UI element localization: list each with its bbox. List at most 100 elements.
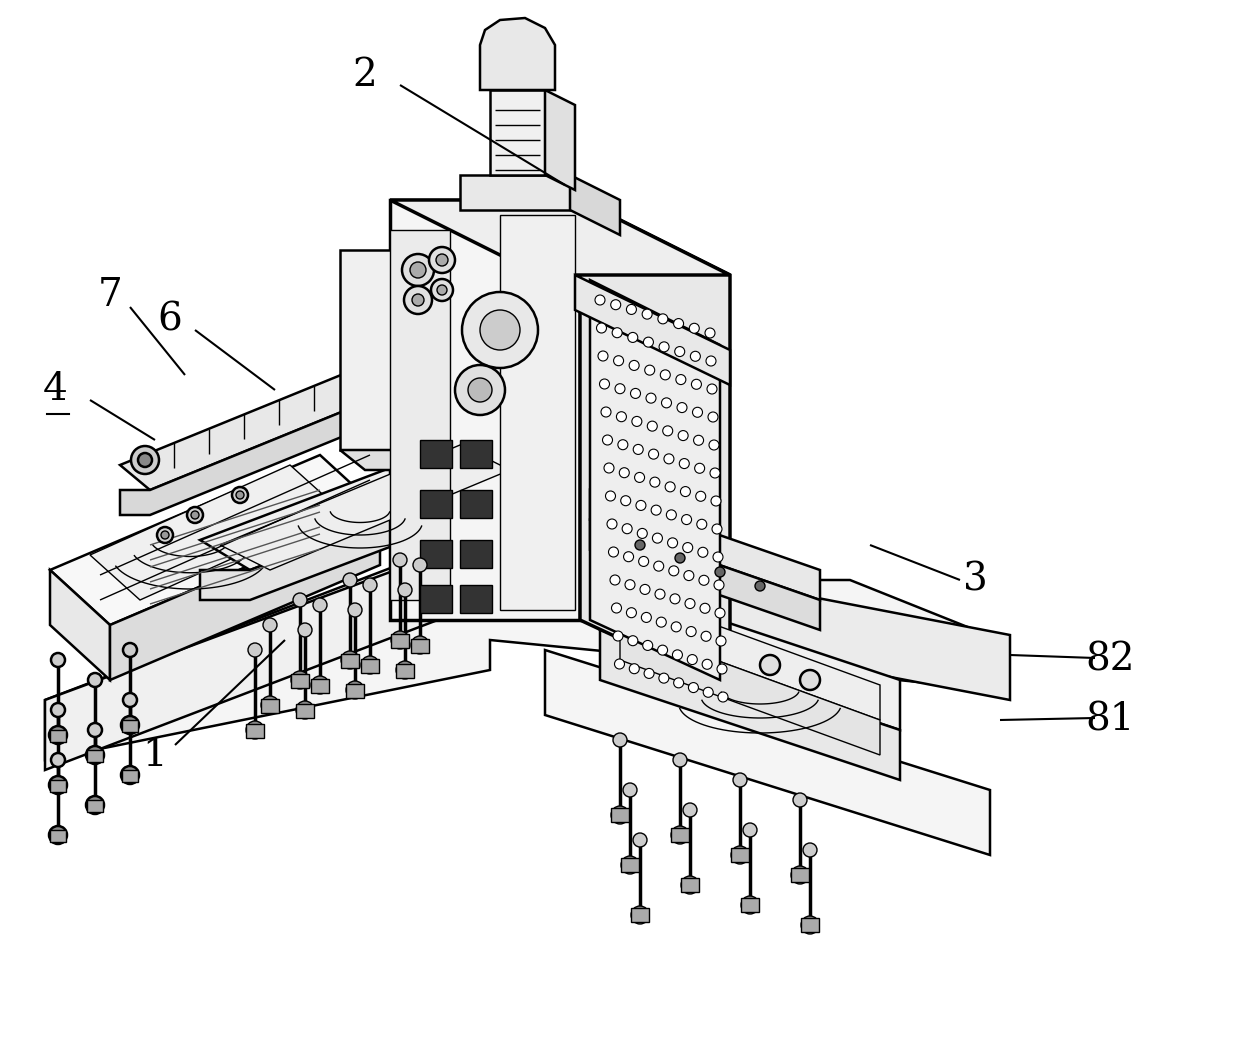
Bar: [122, 770, 138, 782]
Polygon shape: [490, 535, 1011, 700]
Circle shape: [693, 436, 703, 445]
Bar: [420, 490, 453, 518]
Circle shape: [639, 556, 649, 567]
Polygon shape: [590, 280, 720, 680]
Polygon shape: [480, 18, 556, 90]
Circle shape: [701, 631, 711, 641]
Circle shape: [677, 402, 687, 413]
Circle shape: [800, 670, 820, 690]
Circle shape: [732, 846, 749, 864]
Bar: [621, 858, 639, 872]
Circle shape: [683, 803, 697, 817]
Bar: [50, 830, 66, 842]
Circle shape: [709, 440, 719, 450]
Circle shape: [641, 613, 651, 622]
Circle shape: [675, 347, 684, 356]
Circle shape: [714, 580, 724, 590]
Circle shape: [701, 603, 711, 614]
Circle shape: [627, 636, 637, 646]
Circle shape: [363, 578, 377, 592]
Circle shape: [694, 464, 704, 473]
Circle shape: [604, 463, 614, 473]
Circle shape: [605, 491, 615, 501]
Text: 81: 81: [1085, 701, 1135, 739]
Polygon shape: [590, 520, 820, 630]
Circle shape: [232, 487, 248, 503]
Circle shape: [707, 384, 717, 394]
Circle shape: [636, 500, 646, 511]
Circle shape: [611, 807, 629, 824]
Circle shape: [348, 603, 362, 617]
Bar: [631, 908, 649, 922]
Bar: [420, 540, 453, 568]
Circle shape: [644, 668, 653, 678]
Circle shape: [657, 645, 667, 655]
Circle shape: [649, 449, 658, 460]
Bar: [291, 674, 309, 688]
Bar: [87, 750, 103, 762]
Polygon shape: [391, 230, 450, 600]
Polygon shape: [620, 625, 880, 755]
Circle shape: [676, 374, 686, 384]
Circle shape: [632, 833, 647, 847]
Text: 4: 4: [42, 372, 67, 408]
Circle shape: [794, 793, 807, 807]
Polygon shape: [570, 175, 620, 235]
Circle shape: [706, 356, 715, 366]
Circle shape: [621, 855, 639, 874]
Bar: [391, 634, 409, 648]
Polygon shape: [340, 250, 396, 450]
Polygon shape: [580, 200, 730, 690]
Polygon shape: [200, 430, 539, 570]
Circle shape: [702, 660, 712, 669]
Circle shape: [463, 292, 538, 368]
Circle shape: [678, 430, 688, 441]
Circle shape: [650, 477, 660, 488]
Circle shape: [703, 688, 713, 697]
Circle shape: [646, 393, 656, 403]
Polygon shape: [120, 355, 420, 490]
Circle shape: [626, 304, 636, 315]
Polygon shape: [575, 275, 730, 384]
Circle shape: [187, 507, 203, 523]
Circle shape: [632, 417, 642, 426]
Circle shape: [260, 696, 279, 714]
Circle shape: [627, 332, 637, 343]
Circle shape: [668, 566, 678, 576]
Circle shape: [263, 618, 277, 632]
Bar: [460, 540, 492, 568]
Circle shape: [708, 412, 718, 422]
Circle shape: [598, 351, 608, 361]
Bar: [311, 679, 329, 693]
Circle shape: [715, 636, 725, 646]
Circle shape: [671, 826, 689, 844]
Bar: [460, 585, 492, 613]
Circle shape: [681, 876, 699, 894]
Circle shape: [697, 519, 707, 529]
Circle shape: [635, 472, 645, 482]
Circle shape: [642, 641, 652, 650]
Circle shape: [683, 543, 693, 552]
Circle shape: [610, 575, 620, 585]
Circle shape: [658, 673, 668, 684]
Circle shape: [51, 753, 64, 767]
Circle shape: [711, 468, 720, 478]
Bar: [260, 699, 279, 713]
Circle shape: [622, 524, 632, 534]
Circle shape: [713, 552, 723, 562]
Circle shape: [122, 766, 139, 784]
Circle shape: [51, 703, 64, 717]
Circle shape: [687, 654, 697, 665]
Circle shape: [341, 651, 360, 669]
Circle shape: [51, 653, 64, 667]
Circle shape: [410, 636, 429, 654]
Circle shape: [138, 453, 153, 467]
Circle shape: [688, 683, 698, 693]
Circle shape: [718, 692, 728, 702]
Polygon shape: [340, 450, 420, 470]
Circle shape: [660, 370, 671, 380]
Circle shape: [621, 496, 631, 505]
Circle shape: [692, 379, 702, 390]
Polygon shape: [50, 455, 379, 625]
Bar: [50, 730, 66, 742]
